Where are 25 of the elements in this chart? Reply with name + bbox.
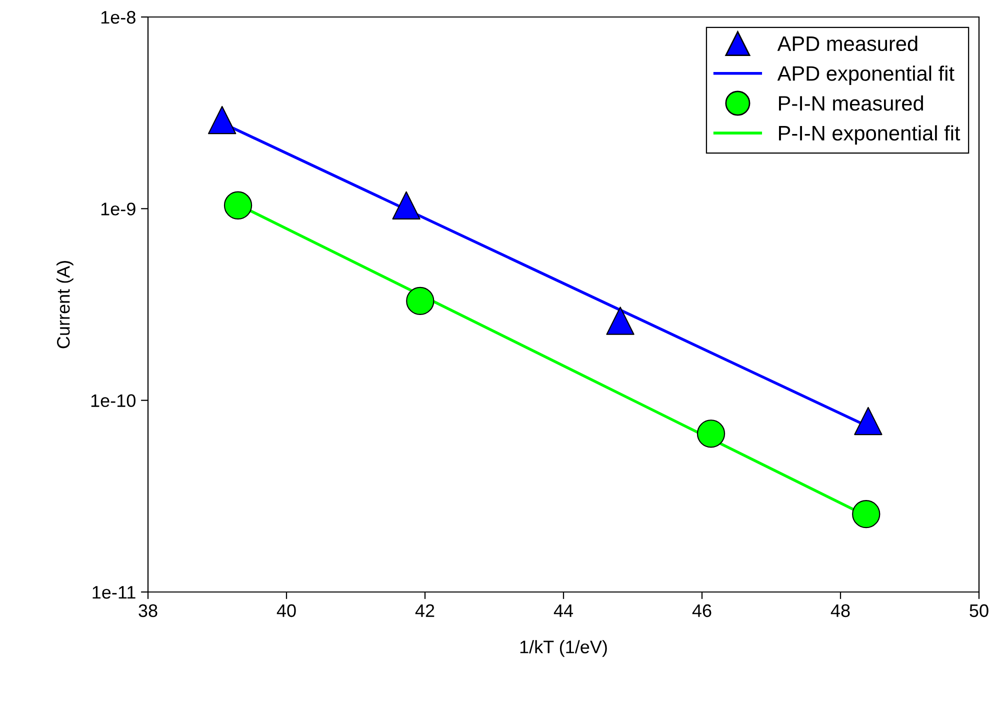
y-tick-label: 1e-10 <box>91 394 136 408</box>
x-tick-label: 40 <box>276 604 296 618</box>
x-tick-label: 42 <box>415 604 434 617</box>
x-tick-label: 48 <box>830 604 850 618</box>
point <box>852 500 880 528</box>
point <box>696 420 726 448</box>
legend-label: APD exponential fit <box>777 66 954 86</box>
x-tick-label: 44 <box>554 604 574 617</box>
legend-label: APD measured <box>777 36 918 52</box>
point <box>224 191 252 220</box>
point <box>406 286 434 316</box>
y-tick-label: 1e-9 <box>101 202 136 216</box>
point <box>606 306 634 335</box>
point <box>208 106 236 134</box>
x-axis-title: 1/kT (1/eV) <box>520 640 607 657</box>
x-tick-label: 50 <box>970 604 988 618</box>
x-tick-label: 38 <box>138 604 158 618</box>
y-tick-label: 1e-8 <box>101 10 136 24</box>
legend-label: P-I-N measured <box>779 95 923 111</box>
y-axis-title: Current (A) <box>56 260 74 348</box>
legend-label: P-I-N exponential fit <box>779 125 960 145</box>
y-tick-label: 1e-11 <box>92 586 136 599</box>
point <box>854 406 882 436</box>
x-tick-label: 46 <box>692 604 712 618</box>
point <box>392 191 420 220</box>
